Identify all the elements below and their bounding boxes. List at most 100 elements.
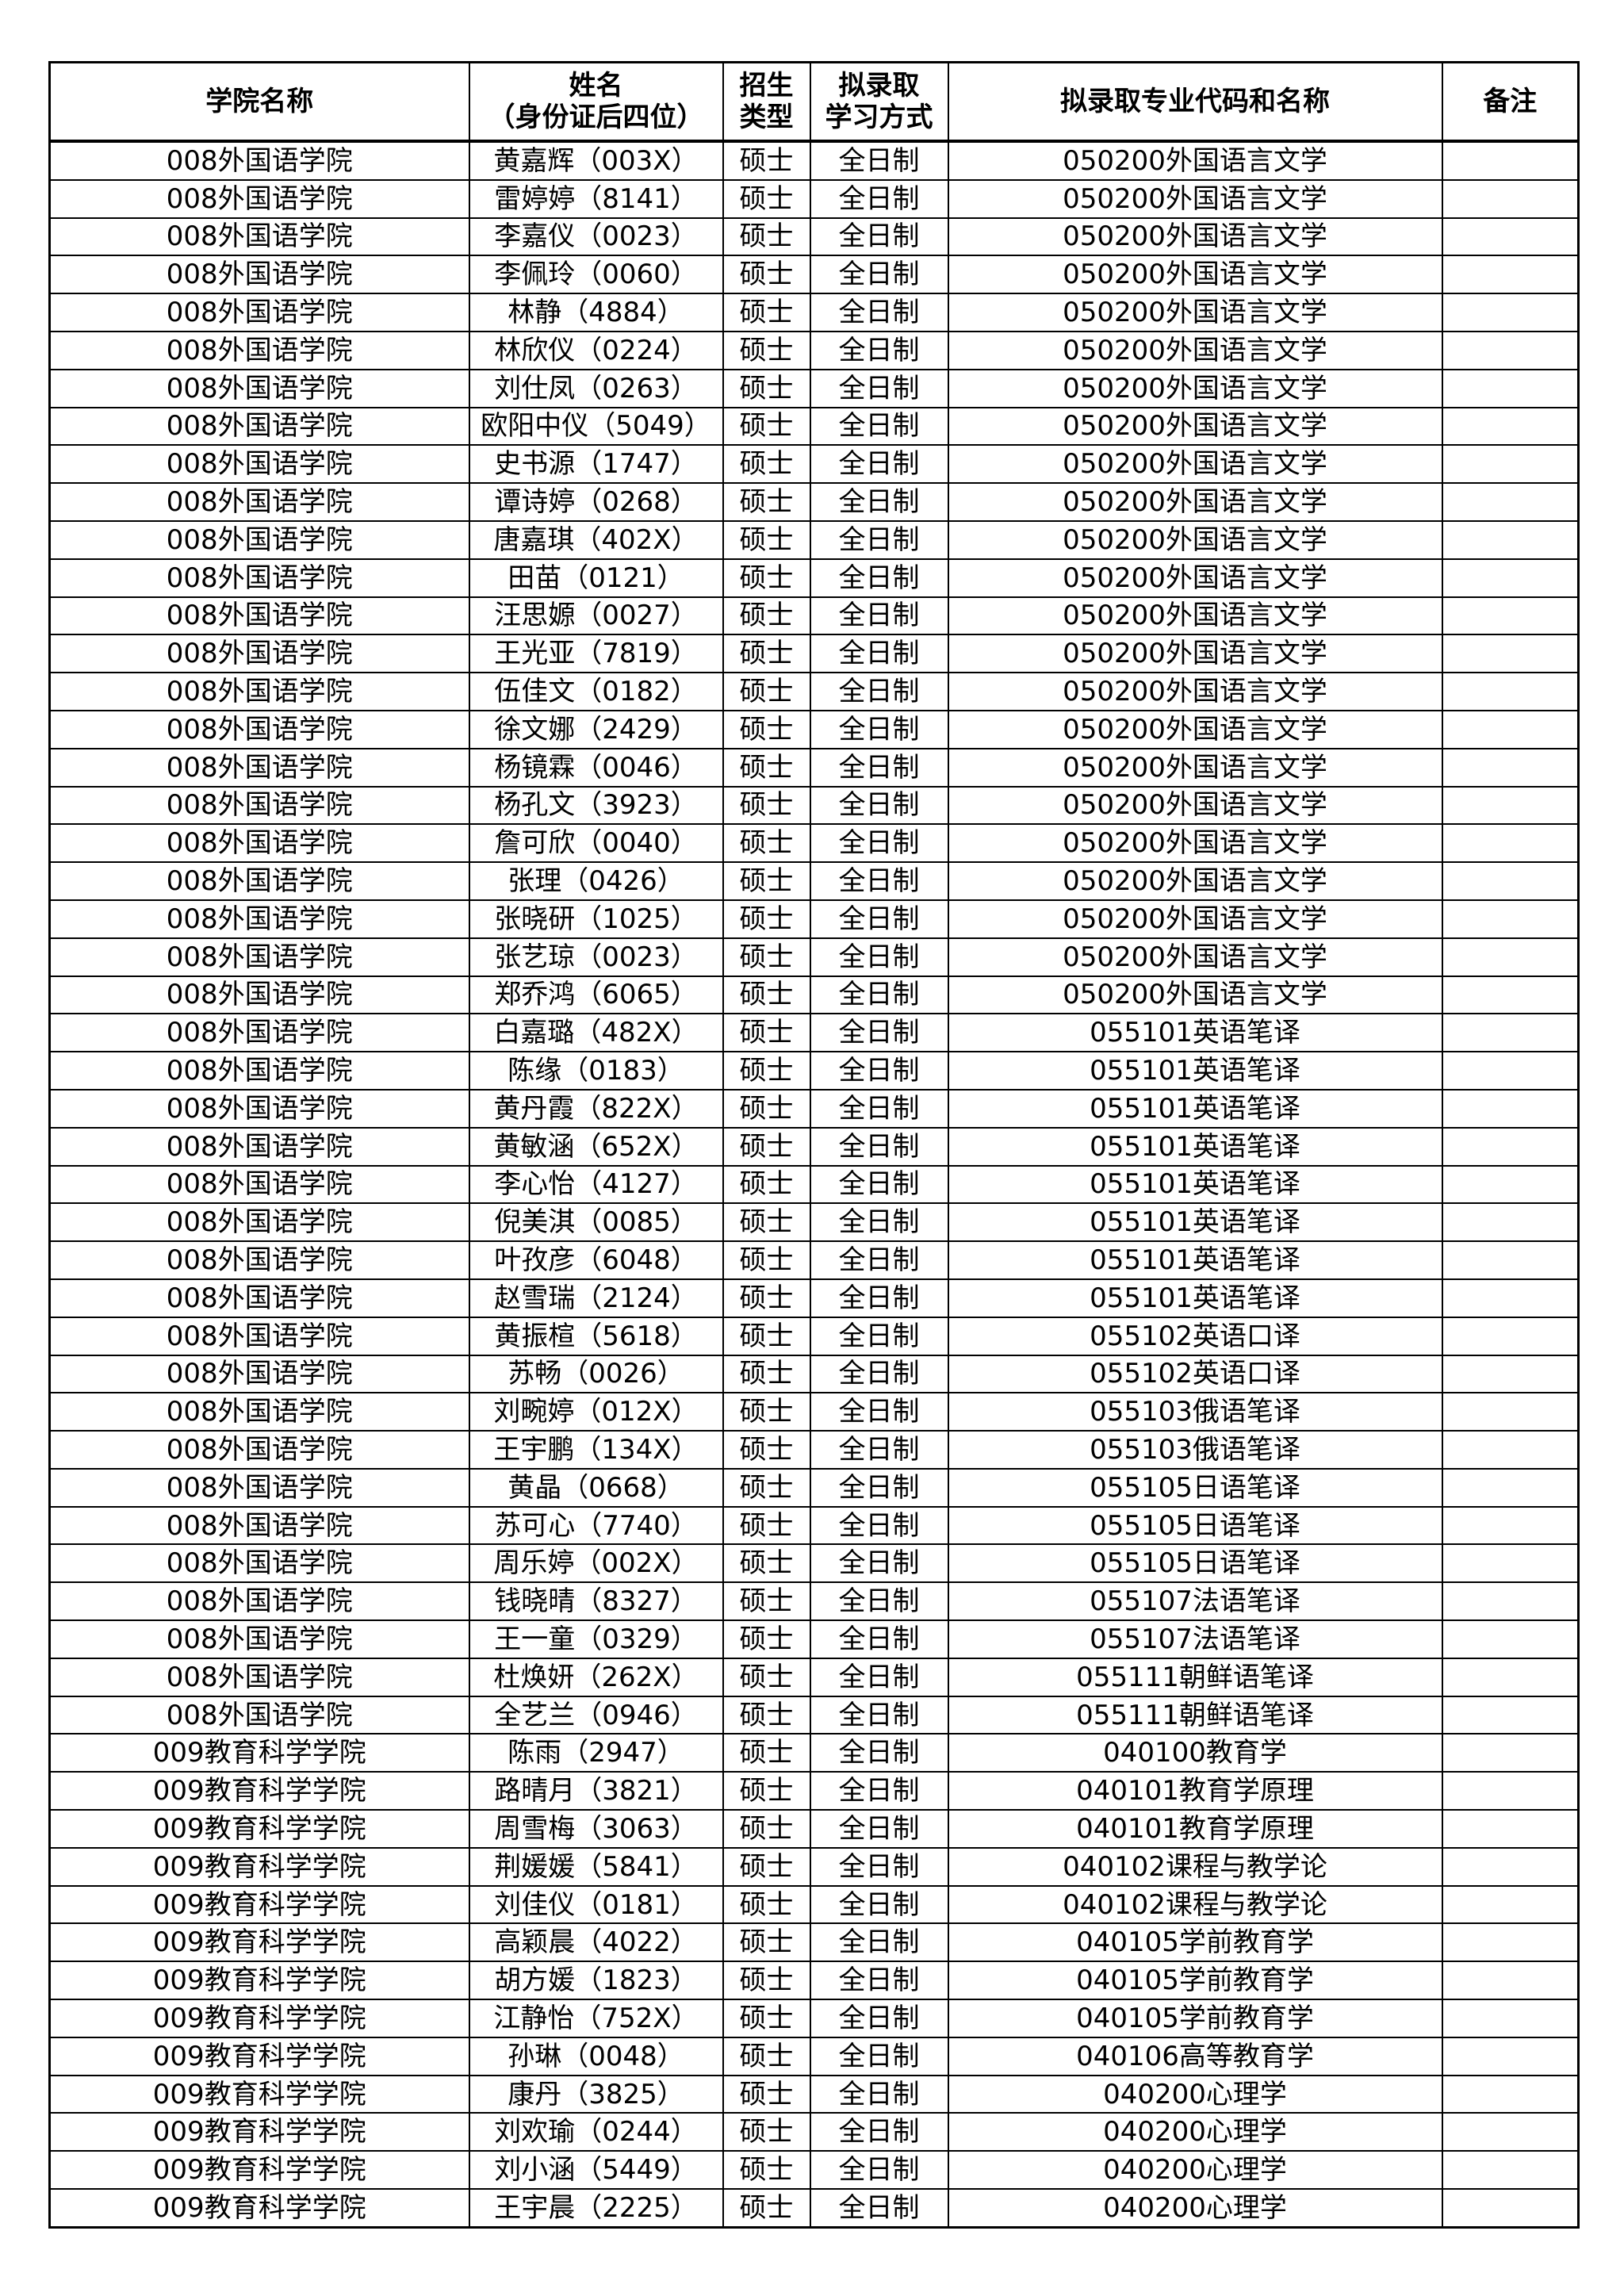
cell-college: 009教育科学学院 <box>48 1922 470 1963</box>
cell-major: 050200外国语言文学 <box>947 672 1443 711</box>
cell-enrollment-type: 硕士 <box>722 482 811 522</box>
cell-name: 周雪梅（3063） <box>468 1809 724 1849</box>
cell-enrollment-type: 硕士 <box>722 1316 811 1356</box>
cell-remarks <box>1441 1999 1580 2038</box>
table-row: 008外国语学院 陈缘（0183） 硕士 全日制 055101英语笔译 <box>48 1051 1580 1091</box>
cell-major: 040200心理学 <box>947 2188 1443 2229</box>
cell-study-mode: 全日制 <box>809 217 949 257</box>
cell-enrollment-type: 硕士 <box>722 672 811 711</box>
cell-remarks <box>1441 217 1580 257</box>
cell-enrollment-type: 硕士 <box>722 1581 811 1622</box>
cell-remarks <box>1441 2112 1580 2152</box>
cell-name: 陈雨（2947） <box>468 1733 724 1773</box>
cell-study-mode: 全日制 <box>809 255 949 295</box>
cell-remarks <box>1441 975 1580 1015</box>
cell-enrollment-type: 硕士 <box>722 2188 811 2229</box>
cell-college: 008外国语学院 <box>48 293 470 332</box>
cell-name: 叶孜彦（6048） <box>468 1240 724 1280</box>
cell-enrollment-type: 硕士 <box>722 899 811 939</box>
cell-college: 008外国语学院 <box>48 1695 470 1735</box>
cell-name: 苏畅（0026） <box>468 1354 724 1394</box>
cell-enrollment-type: 硕士 <box>722 1657 811 1697</box>
cell-remarks <box>1441 596 1580 636</box>
cell-remarks <box>1441 823 1580 864</box>
cell-study-mode: 全日制 <box>809 1884 949 1925</box>
cell-remarks <box>1441 1126 1580 1167</box>
cell-enrollment-type: 硕士 <box>722 1809 811 1849</box>
cell-college: 009教育科学学院 <box>48 1961 470 2001</box>
cell-college: 009教育科学学院 <box>48 1771 470 1811</box>
cell-major: 050200外国语言文学 <box>947 140 1443 181</box>
cell-name: 张理（0426） <box>468 861 724 901</box>
cell-remarks <box>1441 1013 1580 1053</box>
cell-name: 林欣仪（0224） <box>468 330 724 370</box>
cell-major: 050200外国语言文学 <box>947 368 1443 408</box>
table-row: 008外国语学院 杨镜霖（0046） 硕士 全日制 050200外国语言文学 <box>48 747 1580 788</box>
cell-study-mode: 全日制 <box>809 1051 949 1091</box>
cell-study-mode: 全日制 <box>809 1126 949 1167</box>
column-header-enrollment-type: 招生 类型 <box>722 61 811 142</box>
cell-enrollment-type: 硕士 <box>722 1846 811 1887</box>
cell-remarks <box>1441 1733 1580 1773</box>
cell-remarks <box>1441 1240 1580 1280</box>
cell-remarks <box>1441 672 1580 711</box>
cell-major: 055103俄语笔译 <box>947 1392 1443 1432</box>
cell-college: 008外国语学院 <box>48 444 470 485</box>
cell-college: 008外国语学院 <box>48 482 470 522</box>
cell-enrollment-type: 硕士 <box>722 1392 811 1432</box>
table-row: 009教育科学学院 荆媛媛（5841） 硕士 全日制 040102课程与教学论 <box>48 1846 1580 1887</box>
cell-study-mode: 全日制 <box>809 861 949 901</box>
cell-name: 徐文娜（2429） <box>468 709 724 749</box>
table-row: 009教育科学学院 陈雨（2947） 硕士 全日制 040100教育学 <box>48 1733 1580 1773</box>
cell-study-mode: 全日制 <box>809 2112 949 2152</box>
cell-study-mode: 全日制 <box>809 1961 949 2001</box>
cell-study-mode: 全日制 <box>809 1619 949 1659</box>
cell-remarks <box>1441 785 1580 826</box>
cell-remarks <box>1441 1771 1580 1811</box>
cell-enrollment-type: 硕士 <box>722 1543 811 1584</box>
cell-major: 050200外国语言文学 <box>947 519 1443 560</box>
cell-study-mode: 全日制 <box>809 899 949 939</box>
cell-enrollment-type: 硕士 <box>722 406 811 447</box>
table-row: 008外国语学院 王宇鹏（134X） 硕士 全日制 055103俄语笔译 <box>48 1430 1580 1470</box>
cell-name: 孙琳（0048） <box>468 2036 724 2076</box>
cell-enrollment-type: 硕士 <box>722 1771 811 1811</box>
cell-college: 008外国语学院 <box>48 330 470 370</box>
cell-major: 040101教育学原理 <box>947 1809 1443 1849</box>
cell-name: 史书源（1747） <box>468 444 724 485</box>
cell-name: 周乐婷（002X） <box>468 1543 724 1584</box>
cell-major: 055101英语笔译 <box>947 1088 1443 1129</box>
cell-enrollment-type: 硕士 <box>722 2150 811 2191</box>
cell-major: 055101英语笔译 <box>947 1051 1443 1091</box>
column-header-college: 学院名称 <box>48 61 470 142</box>
table-row: 008外国语学院 刘畹婷（012X） 硕士 全日制 055103俄语笔译 <box>48 1392 1580 1432</box>
cell-name: 黄敏涵（652X） <box>468 1126 724 1167</box>
cell-enrollment-type: 硕士 <box>722 1505 811 1546</box>
cell-study-mode: 全日制 <box>809 406 949 447</box>
cell-study-mode: 全日制 <box>809 1846 949 1887</box>
cell-name: 谭诗婷（0268） <box>468 482 724 522</box>
cell-study-mode: 全日制 <box>809 1809 949 1849</box>
cell-study-mode: 全日制 <box>809 1467 949 1508</box>
cell-major: 055107法语笔译 <box>947 1619 1443 1659</box>
cell-remarks <box>1441 1354 1580 1394</box>
table-row: 008外国语学院 周乐婷（002X） 硕士 全日制 055105日语笔译 <box>48 1543 1580 1584</box>
cell-major: 050200外国语言文学 <box>947 899 1443 939</box>
cell-college: 008外国语学院 <box>48 709 470 749</box>
cell-enrollment-type: 硕士 <box>722 1733 811 1773</box>
cell-college: 008外国语学院 <box>48 975 470 1015</box>
cell-enrollment-type: 硕士 <box>722 444 811 485</box>
cell-enrollment-type: 硕士 <box>722 1240 811 1280</box>
cell-enrollment-type: 硕士 <box>722 785 811 826</box>
table-row: 008外国语学院 田苗（0121） 硕士 全日制 050200外国语言文学 <box>48 558 1580 598</box>
cell-remarks <box>1441 444 1580 485</box>
cell-remarks <box>1441 293 1580 332</box>
cell-study-mode: 全日制 <box>809 558 949 598</box>
cell-study-mode: 全日制 <box>809 1543 949 1584</box>
table-row: 009教育科学学院 路晴月（3821） 硕士 全日制 040101教育学原理 <box>48 1771 1580 1811</box>
cell-name: 黄晶（0668） <box>468 1467 724 1508</box>
table-row: 009教育科学学院 刘佳仪（0181） 硕士 全日制 040102课程与教学论 <box>48 1884 1580 1925</box>
table-row: 008外国语学院 叶孜彦（6048） 硕士 全日制 055101英语笔译 <box>48 1240 1580 1280</box>
cell-name: 高颖晨（4022） <box>468 1922 724 1963</box>
cell-name: 刘仕凤（0263） <box>468 368 724 408</box>
